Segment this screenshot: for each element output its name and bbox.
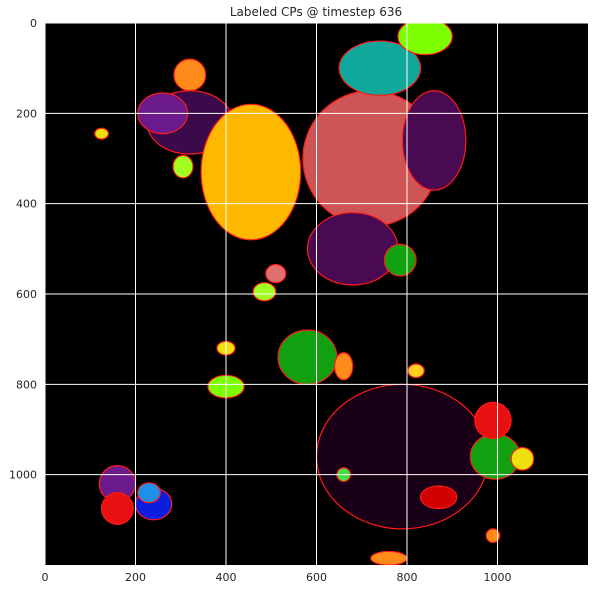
region-green-top-right [397, 23, 453, 56]
region-yellow-small-left [94, 127, 109, 140]
y-tick-label: 600 [16, 288, 37, 301]
y-tick-label: 400 [16, 198, 37, 211]
y-tick-label: 0 [30, 17, 37, 30]
region-yellow-bottom-right [407, 363, 425, 379]
region-purple-lower [306, 212, 399, 286]
grid-layer [44, 22, 588, 565]
region-yellow-right [510, 446, 535, 471]
x-tick-label: 200 [125, 571, 146, 584]
region-dark-purple-right [401, 90, 467, 191]
region-teal-top [338, 40, 422, 96]
chart-title: Labeled CPs @ timestep 636 [230, 5, 402, 19]
y-tick-label: 800 [16, 378, 37, 391]
region-yellow-orange-large [200, 103, 302, 241]
region-lime-mid-left [172, 154, 194, 179]
region-orange-bottom [370, 550, 408, 565]
region-lime-small [252, 282, 277, 302]
region-green-middle [277, 329, 338, 385]
x-tick-label: 0 [42, 571, 49, 584]
region-orange-left [173, 58, 207, 92]
region-salmon-small [265, 264, 287, 284]
region-orange-small-1 [485, 528, 501, 544]
x-tick-label: 1000 [484, 571, 512, 584]
region-dark-cell-bottom [315, 383, 490, 530]
region-lightblue-cell [137, 482, 161, 504]
x-tick-label: 400 [216, 571, 237, 584]
x-tick-label: 600 [306, 571, 327, 584]
region-red-bottom-left [100, 492, 134, 525]
y-axis: 0 200 400 600 800 1000 [9, 17, 37, 482]
y-tick-label: 200 [16, 107, 37, 120]
x-tick-label: 800 [397, 571, 418, 584]
y-tick-label: 1000 [9, 469, 37, 482]
region-red-bottom [419, 485, 458, 510]
region-red-right [474, 401, 512, 440]
region-orange-mid [334, 352, 354, 381]
x-axis: 0 200 400 600 800 1000 [42, 571, 512, 584]
region-green-small [383, 243, 417, 277]
